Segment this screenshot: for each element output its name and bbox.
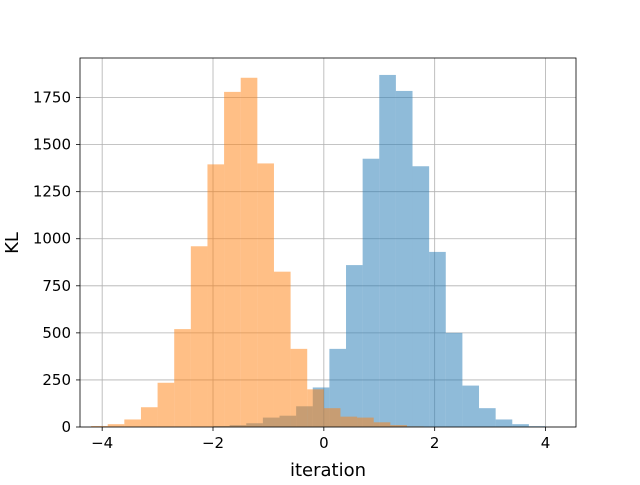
- x-tick-label: −4: [91, 434, 113, 452]
- x-axis-title: iteration: [290, 460, 366, 480]
- histogram-bar-series-2: [107, 424, 125, 427]
- x-tick-label: 2: [430, 434, 440, 452]
- y-tick-label: 0: [61, 418, 71, 436]
- histogram-bar-series-1: [412, 166, 430, 427]
- histogram-bar-series-1: [429, 251, 446, 427]
- x-tick-label: 4: [541, 434, 551, 452]
- histogram-bar-series-2: [390, 425, 407, 427]
- y-tick-label: 1250: [33, 183, 71, 201]
- histogram-bar-series-2: [157, 382, 175, 427]
- histogram-bar-series-2: [323, 408, 341, 427]
- histogram-bar-series-2: [273, 271, 291, 427]
- histogram-bar-series-1: [329, 348, 347, 427]
- histogram-bar-series-1: [495, 419, 513, 427]
- x-tick-label: −2: [202, 434, 224, 452]
- histogram-bar-series-2: [224, 91, 241, 427]
- histogram-bar-series-1: [462, 385, 480, 427]
- histogram-bar-series-1: [512, 424, 529, 427]
- y-tick-label: 250: [42, 371, 71, 389]
- y-tick-label: 1500: [33, 136, 71, 154]
- histogram-bars: [91, 74, 546, 428]
- y-tick-label: 1000: [33, 230, 71, 248]
- histogram-bar-series-1: [346, 265, 363, 427]
- histogram-bar-series-1: [395, 90, 413, 428]
- histogram-bar-series-2: [140, 407, 158, 427]
- histogram-bar-series-1: [362, 158, 380, 428]
- axis-ticks: −4 −2 0 2 4 0 250 500 750 1000 1250 1500 1750: [33, 89, 550, 452]
- histogram-bar-series-2: [257, 163, 274, 427]
- histogram-bar-series-2: [174, 329, 191, 427]
- histogram-bar-series-1: [479, 408, 496, 427]
- histogram-bar-series-2: [357, 417, 374, 427]
- plot-frame: [79, 57, 577, 428]
- y-tick-label: 750: [42, 277, 71, 295]
- y-axis-title: KL: [2, 232, 23, 254]
- histogram-bar-series-2: [240, 77, 258, 428]
- histogram-bar-series-1: [379, 74, 396, 427]
- histogram-bar-series-2: [290, 348, 308, 427]
- histogram-bar-series-2: [340, 416, 358, 427]
- histogram-bar-series-2: [124, 419, 141, 427]
- histogram-bar-series-2: [207, 164, 225, 427]
- histogram-bar-series-1: [445, 332, 463, 427]
- y-tick-label: 1750: [33, 89, 71, 107]
- histogram-bar-series-2: [190, 246, 208, 427]
- histogram-bar-series-2: [307, 389, 324, 427]
- grid-lines: [80, 58, 576, 428]
- histogram-bar-series-2: [91, 426, 108, 427]
- histogram-bar-series-2: [373, 422, 391, 427]
- y-tick-label: 500: [42, 324, 71, 342]
- x-tick-label: 0: [319, 434, 329, 452]
